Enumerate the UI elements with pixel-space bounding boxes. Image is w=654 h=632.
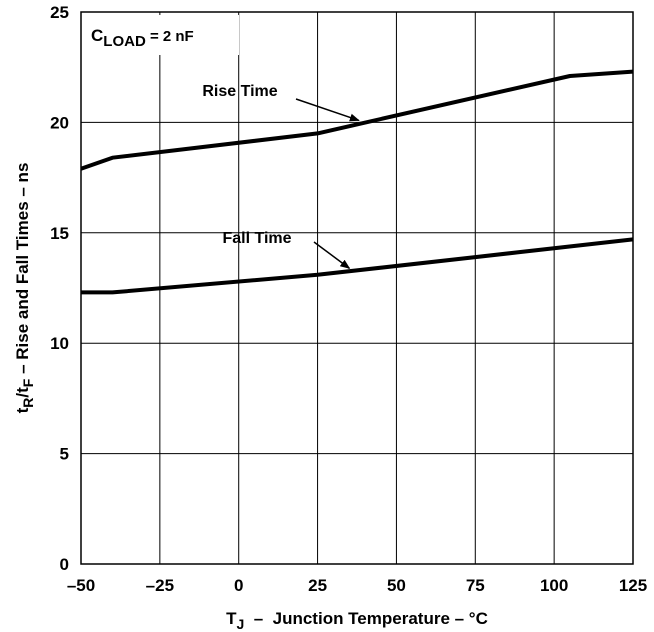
y-tick-label: 20 <box>50 113 69 132</box>
x-tick-label: 100 <box>540 576 568 595</box>
annotation-label-fall-time: Fall Time <box>222 230 291 247</box>
x-tick-label: 50 <box>387 576 406 595</box>
y-tick-label: 5 <box>60 445 69 464</box>
annotation-arrow <box>313 241 351 269</box>
annotation-arrow <box>295 98 360 122</box>
grid <box>81 12 633 564</box>
y-tick-label: 25 <box>50 3 69 22</box>
x-axis-label: TJ – Junction Temperature – °C <box>226 609 488 632</box>
x-tick-label: 0 <box>234 576 243 595</box>
series-line-rise-time <box>80 69 634 171</box>
plot-frame <box>80 11 634 565</box>
y-axis-label: tR/tF – Rise and Fall Times – ns <box>13 163 36 414</box>
condition-label-box <box>84 15 239 55</box>
x-tick-label: 25 <box>308 576 327 595</box>
y-tick-label: 0 <box>60 555 69 574</box>
x-tick-label: 125 <box>619 576 647 595</box>
series-line-fall-time <box>81 237 634 295</box>
annotation-label-rise-time: Rise Time <box>202 83 277 100</box>
y-tick-labels: 0 5 10 15 20 25 <box>50 3 69 574</box>
y-tick-label: 10 <box>50 334 69 353</box>
y-tick-label: 15 <box>50 224 69 243</box>
x-tick-label: –50 <box>67 576 95 595</box>
series-lines <box>80 69 634 295</box>
annotations: Rise Time Fall Time <box>202 83 360 269</box>
x-tick-label: –25 <box>146 576 174 595</box>
condition-label: CLOAD = 2 nF <box>91 26 194 50</box>
x-tick-labels: –50 –25 0 25 50 75 100 125 <box>67 576 647 595</box>
x-tick-label: 75 <box>466 576 485 595</box>
